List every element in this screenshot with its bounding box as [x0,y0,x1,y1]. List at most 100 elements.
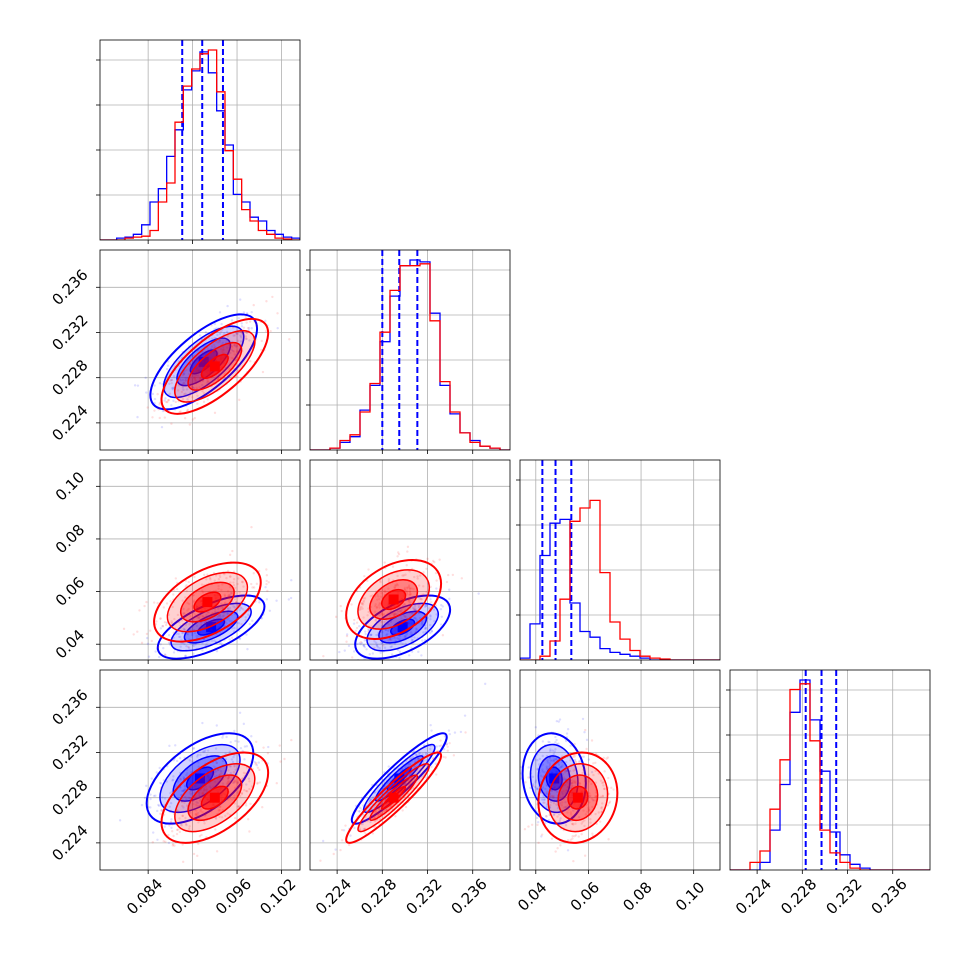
sample-point [215,650,219,653]
sample-point [407,599,411,602]
sample-point [145,600,148,604]
sample-point [196,614,199,617]
sample-point [565,820,568,824]
sample-point [205,359,209,362]
sample-point [215,761,219,765]
sample-point [181,373,185,377]
sample-point [549,800,553,804]
sample-point [228,367,231,371]
sample-point [238,349,241,353]
sample-point [409,784,412,788]
sample-point [417,605,421,609]
sample-point [557,787,560,790]
sample-point [435,579,438,582]
sample-point [407,585,411,589]
sample-point [431,559,435,563]
sample-point [370,633,373,637]
sample-point [187,602,191,606]
sample-point [408,590,412,593]
sample-point [183,821,186,824]
sample-point [358,810,361,813]
sample-point [238,364,241,368]
sample-point [194,803,198,806]
sample-point [243,758,246,761]
sample-point [230,758,234,761]
sample-point [612,788,615,791]
sample-point [252,303,255,307]
sample-point [517,766,519,768]
sample-point [429,723,432,727]
sample-point [241,580,244,584]
sample-point [218,808,221,812]
sample-point [537,841,540,845]
sample-point [360,602,364,605]
sample-point [183,612,186,615]
sample-point [361,607,364,610]
sample-point [228,638,231,641]
sample-point [198,386,201,389]
sample-point [241,332,244,335]
panel-content [100,460,300,660]
sample-point [189,628,192,632]
sample-point [238,637,242,641]
sample-point [423,759,426,762]
sample-point [199,623,203,627]
sample-point [235,332,238,335]
sample-point [345,640,348,643]
sample-point [180,638,183,641]
sample-point [205,620,208,623]
sample-point [408,598,411,601]
sample-point [417,602,420,605]
sample-point [210,324,213,327]
sample-point [232,334,235,337]
sample-point [573,758,577,762]
x-tick-label: 0.090 [168,875,211,918]
sample-point [222,349,225,352]
sample-point [171,830,174,833]
sample-point [549,759,552,762]
sample-point [176,810,179,813]
sample-point [540,833,544,836]
sample-point [588,795,591,798]
sample-point [403,588,406,591]
sample-point [173,617,176,621]
sample-point [189,363,192,366]
sample-point [608,800,612,803]
sample-point [550,794,554,798]
sample-point [159,781,162,785]
sample-point [188,796,192,800]
sample-point [367,568,370,571]
sample-point [594,781,598,784]
sample-point [423,605,427,608]
sample-point [587,808,591,812]
sample-point [411,786,415,790]
sample-point [587,780,591,783]
panel-frame [99,39,301,241]
sample-point [558,819,562,822]
sample-point [143,796,147,800]
sample-point [239,606,243,609]
sample-point [404,615,407,618]
sample-point [477,592,480,595]
sample-point [196,771,199,774]
sample-point [594,794,597,798]
sample-point [164,397,167,400]
sample-point [188,423,192,426]
sample-point [393,613,396,616]
sample-point [383,561,386,564]
sample-point [188,791,192,794]
sample-point [244,335,248,338]
sample-point [388,637,392,641]
sample-point [170,378,174,382]
sample-point [218,575,222,579]
sample-point [395,582,399,586]
sample-point [172,375,176,378]
sample-point [425,604,428,607]
density-peak [397,622,408,633]
sample-point [585,747,588,751]
sample-point [448,742,451,745]
sample-point [227,593,230,597]
sample-point [158,403,161,406]
sample-point [169,600,172,603]
sample-point [536,787,539,790]
